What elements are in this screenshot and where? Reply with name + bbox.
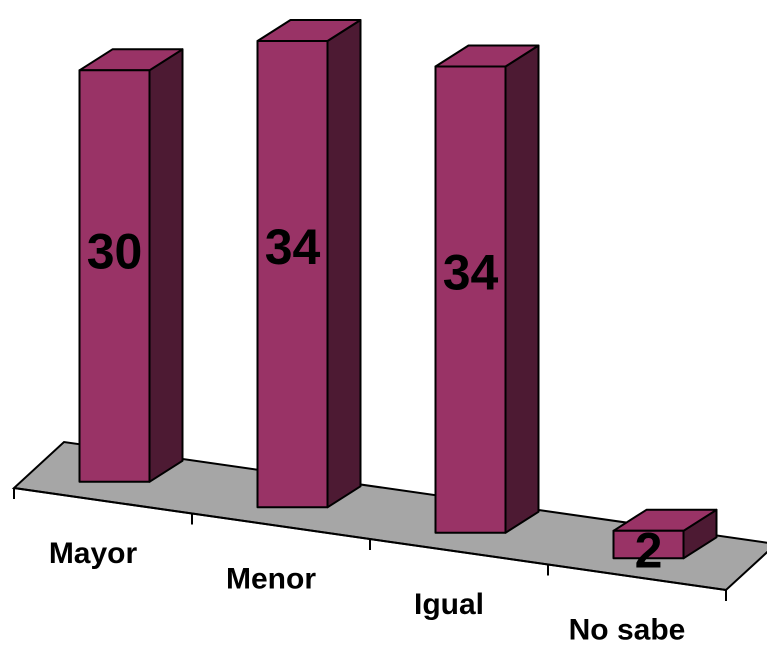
- bar-2: 34: [256, 19, 362, 509]
- category-labels: Mayor Menor Igual No sabe: [49, 537, 686, 647]
- bar-1: 30: [78, 48, 184, 483]
- bar-front: [612, 529, 685, 560]
- category-label: Igual: [414, 588, 484, 621]
- data-label: 34: [443, 245, 499, 301]
- bar-front: [256, 40, 329, 509]
- data-label: 30: [87, 224, 143, 280]
- x-axis: [13, 487, 727, 601]
- bar-front: [78, 69, 151, 483]
- data-label: 34: [265, 219, 321, 275]
- bars: 30 34 34 2: [78, 19, 718, 579]
- bar-side: [326, 19, 362, 509]
- bar-front: [434, 65, 507, 534]
- category-label: Mayor: [49, 537, 138, 570]
- category-label: Menor: [226, 562, 316, 595]
- bar-4: 2: [612, 508, 718, 579]
- data-label: 2: [635, 523, 663, 579]
- bar-3: 34: [434, 44, 540, 534]
- category-label: No sabe: [569, 613, 686, 646]
- bar-side: [504, 44, 540, 534]
- bar-side: [148, 48, 184, 483]
